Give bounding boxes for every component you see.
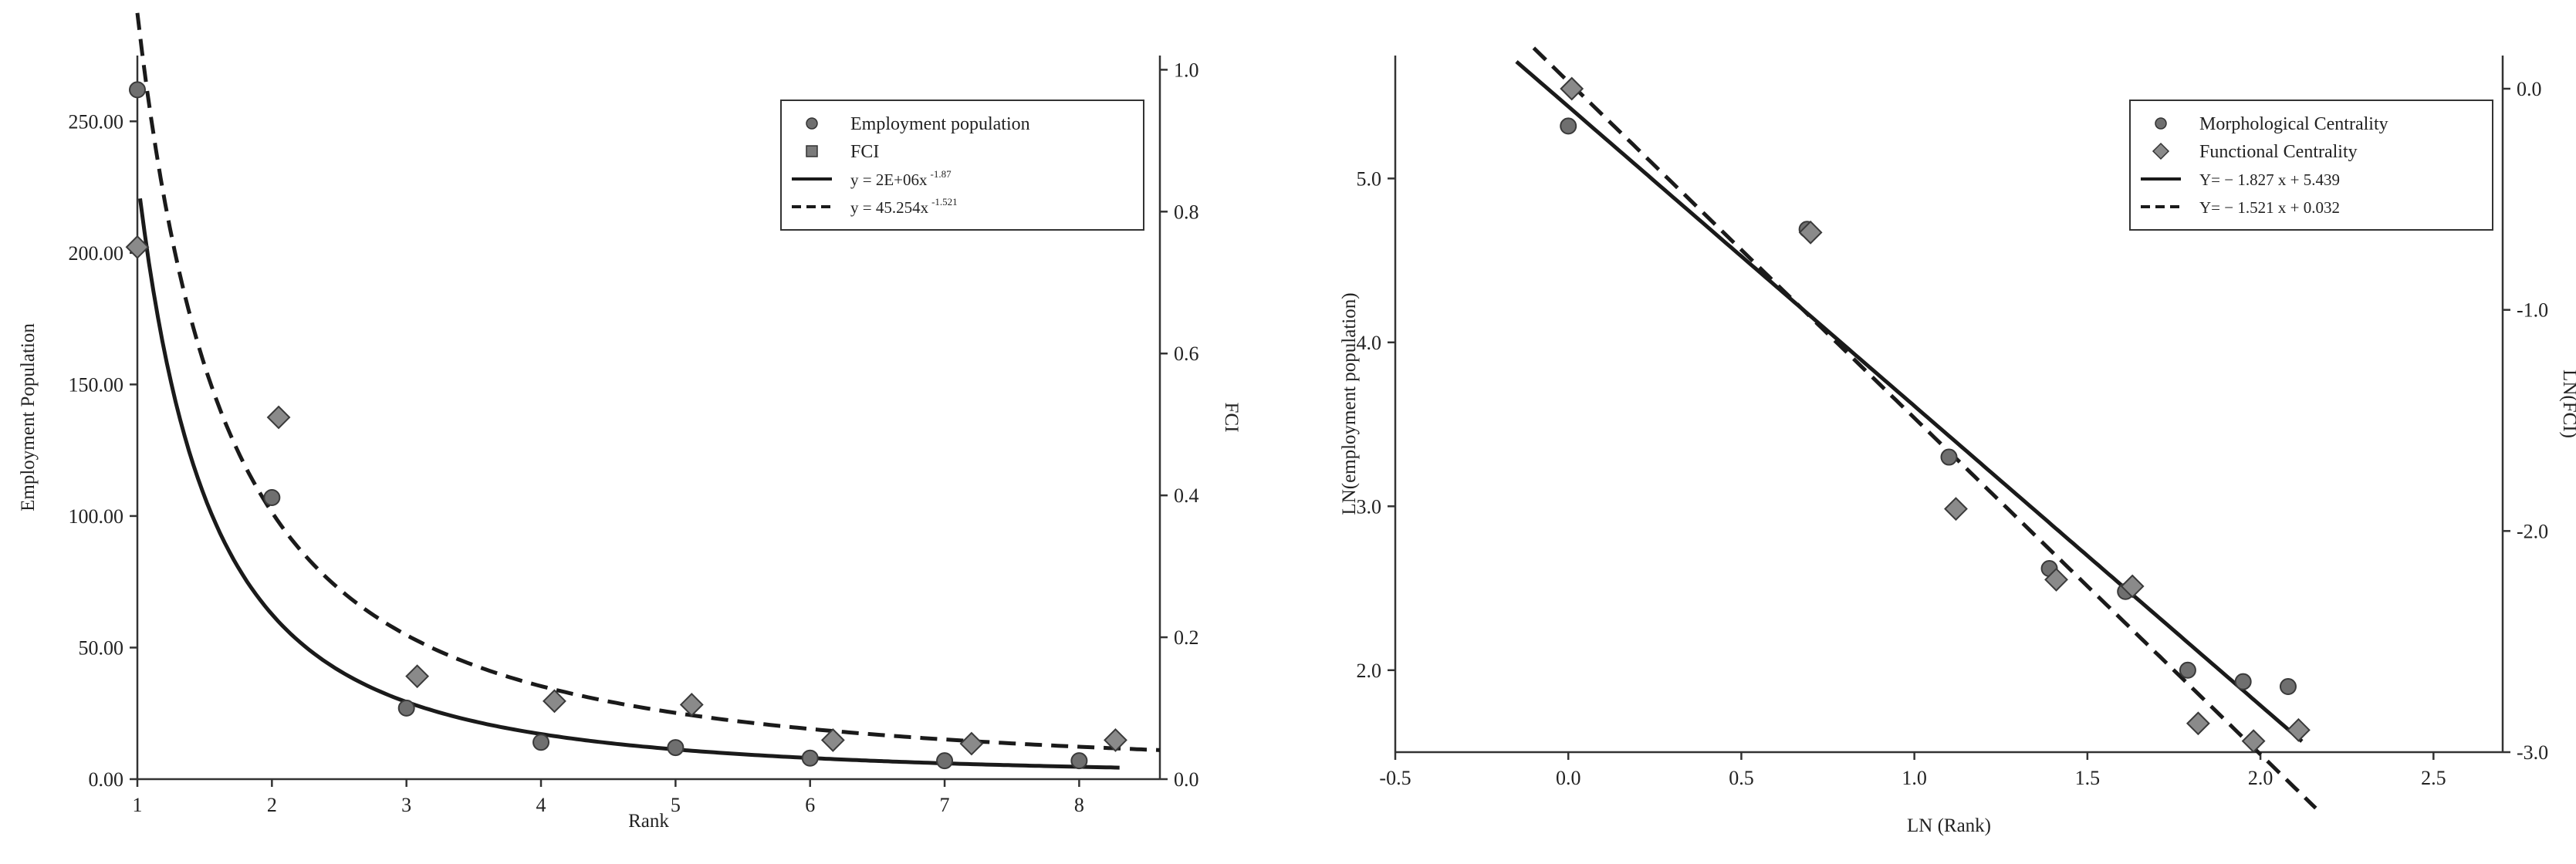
legend-marker-square [806,145,818,157]
x-tick-label: 2.0 [2248,767,2273,789]
x-tick-label: 4 [536,794,546,816]
x-tick-label: 0.5 [1729,767,1754,789]
fit-equation-base: y = 45.254x [850,198,929,217]
solid-fit-line [1515,60,2304,743]
y2-axis-title: FCI [1221,403,1242,433]
legend-marker-circle [806,117,818,130]
data-point-circle [936,752,954,770]
legend-box [780,100,1144,231]
data-point-diamond [820,728,845,752]
x-tick-label: 1.0 [1902,767,1927,789]
data-point-circle [263,489,281,507]
legend-fit-label: y = 45.254x -1.521 [850,196,958,217]
data-point-diamond [2241,729,2266,754]
data-point-circle [1560,117,1577,135]
y2-tick-label: 0.4 [1174,484,1199,507]
y-tick-label: 3.0 [1357,495,1382,518]
x-tick-label: 3 [401,794,411,816]
data-point-diamond [2186,711,2210,736]
y2-tick-label: 0.0 [2517,78,2542,100]
data-point-diamond [1104,728,1127,752]
fit-equation-base: y = 2E+06x [850,170,928,189]
data-point-diamond [125,235,150,259]
y2-tick-label: -1.0 [2517,299,2548,322]
data-point-circle [1940,448,1958,466]
x-tick-label: 8 [1074,794,1084,816]
y-tick-label: 150.00 [69,373,124,396]
data-point-circle [667,739,685,757]
data-point-circle [2279,678,2297,696]
y-tick-label: 2.0 [1357,660,1382,682]
y2-tick-label: 1.0 [1174,59,1199,81]
fit-equation-exponent: -1.87 [931,168,952,180]
data-point-circle [397,699,415,717]
x-tick-label: 0.0 [1556,767,1581,789]
right-chart-panel: -0.5 0.0 0.5 1.0 1.5 2.0 2.5 2.0 3.0 4.0 5.0 -3.0 -2… [1339,46,2576,836]
x-tick-label: 1 [133,794,143,816]
y2-tick-label: 0.6 [1174,343,1199,365]
data-point-diamond [2044,567,2068,592]
data-point-diamond [1560,76,1584,101]
dashed-fit-line [135,12,1161,752]
data-point-diamond [679,693,704,717]
data-point-circle [532,734,550,751]
legend-series-label: FCI [850,142,879,162]
y2-tick-label: 0.2 [1174,626,1199,649]
y-axis-title: LN(employment population) [1339,292,1360,515]
x-axis-title: LN (Rank) [1907,815,1991,836]
x-axis-title: Rank [628,811,669,832]
x-tick-label: -0.5 [1379,767,1411,789]
data-point-diamond [959,731,984,756]
data-point-diamond [2120,574,2145,599]
y-tick-label: 50.00 [79,636,124,659]
legend-series-label: Functional Centrality [2199,142,2358,162]
y2-tick-label: 0.0 [1174,768,1199,791]
legend-series-label: Employment population [850,114,1030,134]
legend-series-label: Morphological Centrality [2199,114,2388,134]
fit-equation-exponent: -1.521 [931,196,958,208]
y-tick-label: 0.00 [89,768,124,791]
data-point-circle [1070,752,1088,770]
x-tick-label: 1.5 [2075,767,2101,789]
legend-fit-label: y = 2E+06x -1.87 [850,168,952,189]
data-point-circle [2234,673,2252,690]
data-point-circle [129,81,146,99]
x-tick-label: 2 [267,794,277,816]
data-point-circle [801,749,819,767]
dashed-fit-line [1532,46,2317,810]
x-tick-label: 7 [940,794,950,816]
y2-tick-label: -3.0 [2517,741,2548,764]
y2-tick-label: -2.0 [2517,520,2548,542]
data-point-circle [2179,661,2196,679]
data-point-diamond [266,405,291,430]
left-chart-panel: 1 2 3 4 5 6 7 8 0.00 50.00 100.00 150.00 200.00 250.0… [18,12,1242,832]
x-tick-label: 5 [671,794,681,816]
y2-tick-label: 0.8 [1174,201,1199,223]
data-point-diamond [2287,717,2311,742]
y-tick-label: 250.00 [69,110,124,133]
legend-marker-diamond [2152,142,2170,160]
data-point-diamond [1798,220,1823,245]
y-tick-label: 4.0 [1357,332,1382,354]
legend-fit-label: Y= − 1.827 x + 5.439 [2199,170,2340,189]
data-point-diamond [543,689,566,714]
y-tick-label: 200.00 [69,242,124,265]
data-point-diamond [1944,497,1968,521]
y-axis-title: Employment Population [18,323,39,511]
x-tick-label: 2.5 [2421,767,2446,789]
y2-axis-title: LN(FCI) [2559,370,2576,438]
legend-marker-circle [2155,117,2167,130]
y-tick-label: 100.00 [69,505,124,528]
legend-box [2129,100,2493,231]
y-tick-label: 5.0 [1357,167,1382,190]
x-tick-label: 6 [805,794,815,816]
solid-fit-line [138,197,1120,770]
data-point-diamond [405,664,430,689]
legend-fit-label: Y= − 1.521 x + 0.032 [2199,198,2340,217]
